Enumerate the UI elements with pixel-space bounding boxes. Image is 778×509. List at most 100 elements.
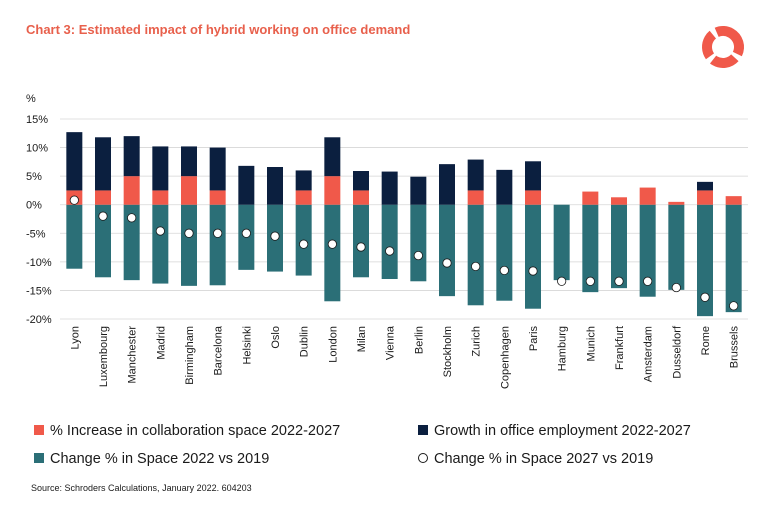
bar-growth [66,132,83,191]
bar-space-2022 [381,204,398,279]
bar-growth [324,137,341,177]
bar-collaboration [611,197,627,205]
bar-space-2022 [324,204,341,302]
point-space-2027 [327,239,337,249]
x-tick-label: Amsterdam [643,326,655,382]
bar-growth [267,167,283,205]
x-tick-label: Vienna [385,325,397,360]
bar-space-2022 [410,204,427,282]
bar-space-2022 [66,204,83,269]
legend: % Increase in collaboration space 2022-2… [34,423,691,467]
bar-growth [439,164,455,205]
bar-space-2022 [123,204,140,281]
x-tick-label: Madrid [155,326,167,360]
bar-growth [295,170,312,191]
bar-collaboration [152,190,169,205]
chart-title: Chart 3: Estimated impact of hybrid work… [26,22,411,37]
points [69,195,739,311]
point-space-2027 [528,266,538,276]
x-tick-label: Stockholm [442,326,454,377]
point-space-2027 [184,228,194,238]
bar-growth [123,136,140,177]
point-space-2027 [499,265,509,276]
y-tick-label: -15% [26,285,52,297]
bar-growth [496,169,513,205]
bar-space-2022 [353,204,369,278]
x-tick-label: Barcelona [213,325,225,375]
legend-swatch [34,453,44,463]
bar-space-2022 [553,204,570,281]
bar-space-2022 [496,204,513,301]
axes: % 15% 10% 5% 0% -5% -10% -15% -20% Lyon Luxembourg… [26,93,741,389]
point-space-2027 [700,292,710,302]
bar-space-2022 [439,204,455,297]
bar-growth [697,181,713,191]
bar-collaboration [582,191,599,205]
x-tick-label: Luxembourg [98,326,110,387]
x-tick-label: Brussels [729,326,741,369]
x-tick-label: Frankfurt [614,326,626,370]
point-space-2027 [385,246,395,256]
x-tick-label: Paris [528,326,540,352]
y-tick-label: -20% [26,314,52,326]
x-tick-label: Helsinki [241,326,253,365]
bar-growth [238,165,255,205]
bar-space-2022 [95,204,111,278]
bar-space-2022 [209,204,226,286]
x-tick-label: Rome [700,326,712,355]
y-axis-label: % [26,93,36,105]
bar-growth [209,147,226,191]
bar-collaboration [639,187,656,205]
point-space-2027 [270,231,280,241]
bar-collaboration [324,176,341,205]
bar-collaboration [209,190,226,205]
x-tick-label: Lyon [69,326,81,349]
x-tick-label: London [327,326,339,363]
bar-space-2022 [611,204,627,289]
bars [66,132,742,317]
bar-collaboration [295,190,312,205]
x-tick-label: Dusseldorf [671,325,683,379]
bar-collaboration [525,190,541,205]
bar-growth [467,159,484,191]
bar-collaboration [95,190,111,205]
bar-growth [410,176,427,205]
point-space-2027 [442,258,452,268]
bar-collaboration [123,176,140,205]
bar-collaboration [668,201,685,205]
source-note: Source: Schroders Calculations, January … [31,483,252,493]
point-space-2027 [614,276,624,286]
bar-space-2022 [668,204,685,290]
bar-space-2022 [639,204,656,297]
y-tick-label: 10% [26,143,48,155]
x-tick-label: Dublin [299,326,311,357]
bar-growth [381,171,398,205]
bar-space-2022 [152,204,169,284]
bar-space-2022 [582,204,599,293]
x-tick-label: Manchester [127,326,139,384]
bar-collaboration [697,190,713,205]
point-space-2027 [729,301,739,311]
point-space-2027 [356,242,366,252]
x-tick-label: Copenhagen [499,326,511,389]
point-space-2027 [671,282,681,293]
legend-swatch [418,453,428,463]
bar-space-2022 [697,204,713,317]
y-tick-label: -10% [26,257,52,269]
x-tick-label: Milan [356,326,368,352]
legend-swatch [418,425,428,435]
bar-growth [152,146,169,191]
point-space-2027 [155,226,165,236]
legend-label: Change % in Space 2022 vs 2019 [50,451,269,467]
x-tick-label: Birmingham [184,326,196,385]
point-space-2027 [127,213,137,223]
x-tick-label: Hamburg [557,326,569,371]
point-space-2027 [643,276,653,286]
point-space-2027 [585,276,595,286]
point-space-2027 [471,261,481,272]
legend-label: Growth in office employment 2022-2027 [434,423,691,439]
bar-space-2022 [467,204,484,306]
legend-swatch [34,425,44,435]
legend-label: % Increase in collaboration space 2022-2… [50,423,340,439]
